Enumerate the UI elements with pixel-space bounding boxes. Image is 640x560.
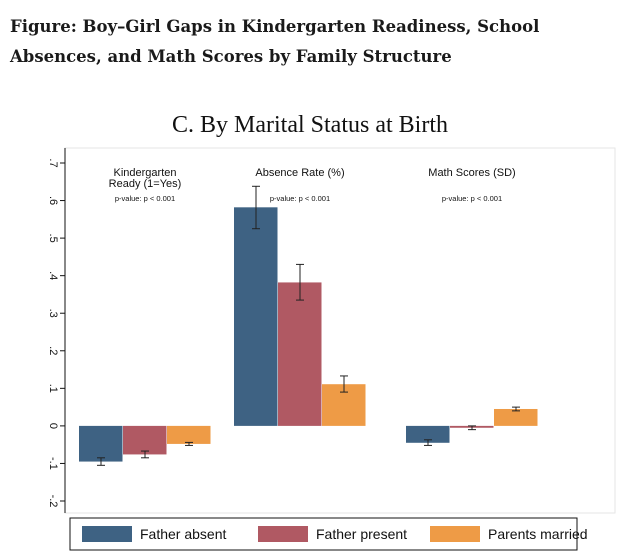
bar (494, 408, 538, 426)
figure-title: Figure: Boy–Girl Gaps in Kindergarten Re… (10, 17, 540, 66)
legend-entry: Parents married (488, 526, 588, 542)
y-axis: -.2 -.1 0 .1 .2 .3 .4 .5 .6 .7 (47, 148, 66, 513)
y-tick-label: 0 (47, 423, 59, 429)
y-tick-label: -.2 (47, 495, 59, 508)
bar (278, 282, 322, 426)
p-value-label: p-value: p < 0.001 (270, 194, 330, 203)
legend: Father absent Father present Parents marri… (69, 517, 588, 551)
category-label: Absence Rate (%) (255, 167, 344, 179)
p-value-label: p-value: p < 0.001 (442, 194, 502, 203)
y-tick-label: .1 (47, 384, 59, 393)
legend-box (69, 517, 578, 551)
y-tick-label: -.1 (47, 457, 59, 470)
bars (79, 207, 538, 462)
bar (406, 425, 450, 443)
chart-title: C. By Marital Status at Birth (172, 112, 448, 138)
legend-swatch (430, 526, 480, 542)
y-tick-label: .2 (47, 346, 59, 355)
category-label: Math Scores (SD) (428, 167, 515, 179)
error-bars (97, 185, 520, 466)
legend-swatch (258, 526, 308, 542)
y-tick-label: .3 (47, 309, 59, 318)
legend-swatch (82, 526, 132, 542)
bar (79, 425, 123, 462)
legend-entry: Father present (316, 526, 407, 542)
category-label: Kindergarten (114, 167, 177, 179)
category-label: Ready (1=Yes) (109, 178, 182, 190)
legend-entry: Father absent (140, 526, 226, 542)
p-value-label: p-value: p < 0.001 (115, 194, 175, 203)
y-tick-label: .5 (47, 234, 59, 243)
bar (123, 425, 167, 455)
y-tick-label: .4 (47, 271, 59, 280)
bar (234, 207, 278, 426)
y-tick-label: .7 (47, 158, 59, 167)
y-tick-label: .6 (47, 196, 59, 205)
bar (167, 425, 211, 444)
